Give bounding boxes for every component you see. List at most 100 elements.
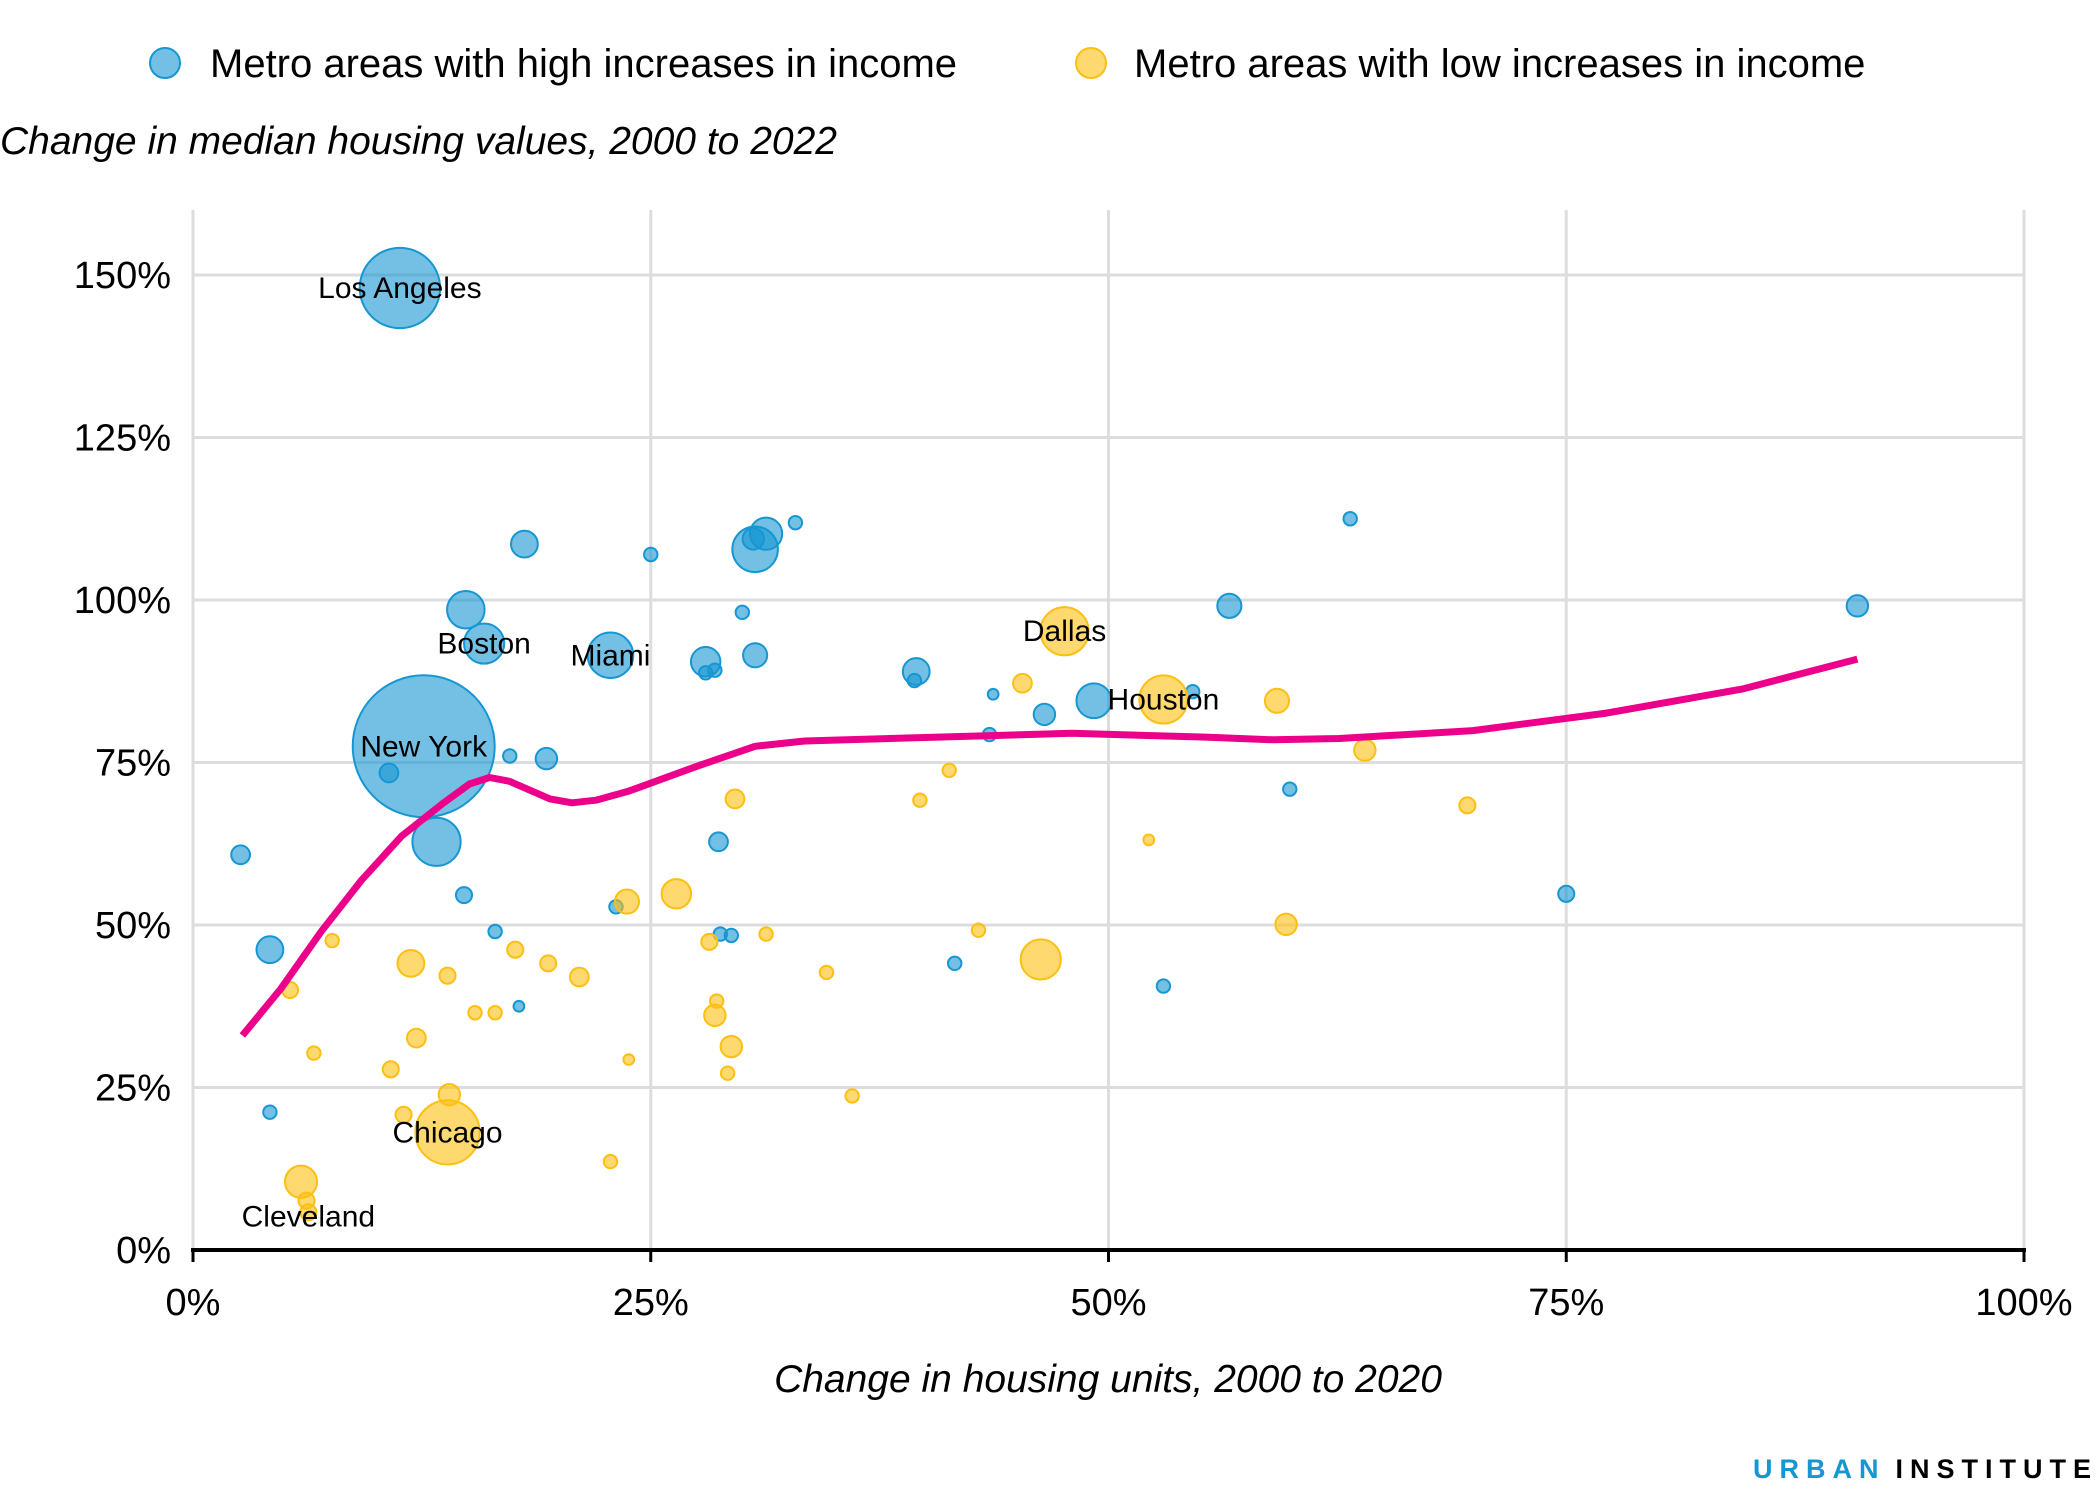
city-label: New York <box>360 730 488 763</box>
point-low <box>487 1005 503 1021</box>
point-low <box>1263 687 1291 714</box>
x-tick-label: 0% <box>166 1282 221 1324</box>
point-high <box>230 844 251 866</box>
point-high <box>454 886 474 905</box>
x-tick-label: 25% <box>613 1282 689 1324</box>
axes: 0% 25% 50% 75% 100% 125% 150% 0% 25% 50% 75% 100% <box>74 255 2073 1324</box>
point-high <box>411 816 462 867</box>
point-high <box>463 622 506 665</box>
x-tick-label: 100% <box>1975 1282 2072 1324</box>
point-low <box>700 932 719 951</box>
y-tick-label: 150% <box>74 255 171 297</box>
point-low <box>941 762 957 778</box>
urban-institute-logo: URBAN INSTITUTE <box>1753 1454 2098 1484</box>
logo-institute: INSTITUTE <box>1896 1454 2099 1484</box>
point-low <box>844 1088 860 1104</box>
point-high <box>986 687 1000 701</box>
point-low <box>758 926 774 942</box>
point-high <box>446 590 486 630</box>
point-high <box>534 746 559 771</box>
point-low <box>568 966 590 988</box>
point-low <box>539 954 558 973</box>
point-high <box>512 999 526 1013</box>
point-low <box>1458 796 1477 815</box>
point-high <box>586 631 635 680</box>
point-high <box>487 923 503 940</box>
point-high <box>502 748 518 764</box>
point-low <box>724 788 746 810</box>
x-axis-title: Change in housing units, 2000 to 2020 <box>774 1358 1442 1401</box>
legend: Metro areas with high increases in incom… <box>149 42 1865 86</box>
point-low <box>719 1034 744 1059</box>
point-low <box>437 1082 462 1107</box>
y-tick-label: 100% <box>74 580 171 622</box>
point-low <box>912 792 928 808</box>
point-low <box>602 1153 619 1170</box>
legend-marker-high <box>149 47 181 79</box>
point-high <box>707 662 723 678</box>
legend-label-high: Metro areas with high increases in incom… <box>210 42 957 86</box>
point-low <box>438 966 457 985</box>
x-tick-label: 50% <box>1070 1282 1146 1324</box>
point-low <box>299 1203 318 1222</box>
point-low <box>613 888 640 915</box>
point-high <box>262 1104 278 1120</box>
point-low <box>660 878 693 910</box>
y-tick-label: 0% <box>116 1230 171 1272</box>
point-high <box>741 527 765 551</box>
point-high <box>787 514 804 531</box>
point-low <box>1012 672 1033 694</box>
y-tick-label: 50% <box>95 905 171 947</box>
legend-marker-low <box>1075 47 1107 79</box>
point-low <box>622 1053 636 1066</box>
city-label: Dallas <box>1023 615 1106 648</box>
city-label: Boston <box>437 628 530 661</box>
point-low <box>1142 833 1156 847</box>
point-high <box>255 935 285 965</box>
point-low <box>381 1060 400 1079</box>
point-high <box>1216 592 1243 619</box>
point-low <box>394 1105 413 1124</box>
city-label: Miami <box>570 639 650 672</box>
point-low <box>406 1027 427 1049</box>
y-axis-title: Change in median housing values, 2000 to… <box>0 120 837 163</box>
x-tick-label: 75% <box>1528 1282 1604 1324</box>
point-high <box>358 246 442 330</box>
point-low <box>506 940 525 959</box>
point-high <box>742 642 769 669</box>
point-low <box>708 993 725 1009</box>
point-high <box>734 604 750 621</box>
point-low <box>396 948 426 978</box>
point-low <box>306 1045 322 1061</box>
point-high <box>643 546 659 563</box>
point-high <box>1342 511 1358 527</box>
point-low <box>1138 674 1189 725</box>
point-high <box>1155 978 1172 994</box>
city-label: Cleveland <box>242 1200 375 1233</box>
logo-urban: URBAN <box>1753 1454 1886 1484</box>
point-low <box>467 1005 483 1021</box>
point-high <box>708 831 729 853</box>
trend-layer <box>239 655 1859 1038</box>
point-low <box>1353 738 1377 762</box>
point-low <box>970 922 987 938</box>
point-high <box>378 762 400 784</box>
points-layer <box>230 246 1870 1222</box>
point-high <box>1032 702 1057 727</box>
point-high <box>1282 781 1298 797</box>
point-high <box>510 529 539 559</box>
y-tick-label: 75% <box>95 743 171 785</box>
legend-label-low: Metro areas with low increases in income <box>1134 42 1865 86</box>
trend-line <box>239 655 1859 1038</box>
point-low <box>1274 912 1298 937</box>
point-low <box>818 964 835 981</box>
point-low <box>324 932 340 949</box>
city-label: Los Angeles <box>318 272 481 305</box>
point-high <box>1075 682 1113 720</box>
point-low <box>1019 938 1062 981</box>
point-high <box>1557 884 1576 903</box>
point-high <box>947 955 963 972</box>
point-low <box>283 1164 319 1199</box>
city-label: Houston <box>1108 683 1220 716</box>
